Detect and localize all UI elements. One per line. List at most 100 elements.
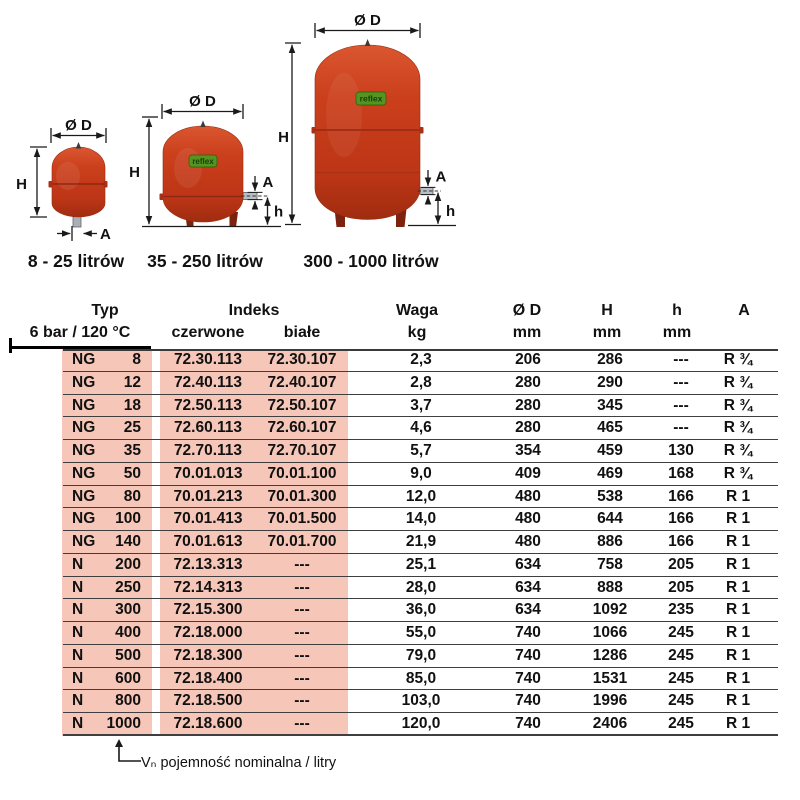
cell-height: 886 <box>597 533 623 550</box>
cell-diameter: 409 <box>515 464 541 482</box>
cell-clearance: 166 <box>668 510 694 528</box>
cell-clearance: 205 <box>668 578 694 596</box>
table-row: NG 35 72.70.113 72.70.107 5,7 354 459 130 R ¾ <box>63 440 778 463</box>
cell-diameter: 740 <box>515 669 541 687</box>
cell-typ-series: NG <box>72 464 96 482</box>
cell-typ-series: N <box>72 555 84 573</box>
cell-waga: 3,7 <box>410 396 432 414</box>
dim-label-connection-small: A <box>100 226 111 243</box>
cell-connection: R 1 <box>725 533 751 550</box>
dim-diameter-small: Ø D <box>50 117 107 143</box>
vessel-large-flange-right <box>419 127 424 134</box>
vessel-medium-leg-right <box>229 212 238 227</box>
cell-indeks-biale: 72.40.107 <box>267 373 337 391</box>
table-row: NG 8 72.30.113 72.30.107 2,3 206 286 --- R ¾ <box>63 349 778 372</box>
cell-typ-size: 200 <box>115 555 141 573</box>
cell-clearance: 205 <box>668 555 694 573</box>
cell-clearance: 166 <box>668 487 694 505</box>
col-header-clearance-unit: mm <box>662 324 692 341</box>
dim-label-connection-large: A <box>436 169 447 186</box>
vessel-large-logo-text: reflex <box>360 94 383 104</box>
cell-indeks-biale: --- <box>294 646 310 664</box>
vessel-large-logo <box>355 91 387 106</box>
vessel-large: reflex <box>311 39 434 227</box>
spec-table: Typ 6 bar / 120 °C Indeks czerwone białe… <box>0 300 800 740</box>
cell-typ-size: 250 <box>115 578 141 596</box>
cell-connection: R 1 <box>725 578 751 596</box>
vessel-medium-sheen <box>174 148 202 188</box>
cell-indeks-czerwone: 72.40.113 <box>173 373 243 391</box>
cell-indeks-czerwone: 70.01.613 <box>173 533 243 550</box>
col-header-indeks-red: czerwone <box>171 324 245 341</box>
col-header-diameter-unit: mm <box>512 324 542 341</box>
cell-waga: 14,0 <box>405 510 437 528</box>
cell-connection: R ¾ <box>723 396 753 414</box>
cell-indeks-biale: 70.01.300 <box>267 487 337 505</box>
dim-clearance-medium: h <box>264 197 283 225</box>
cell-typ-series: NG <box>72 487 96 505</box>
cell-indeks-czerwone: 72.15.300 <box>173 601 243 619</box>
cell-clearance: --- <box>673 419 689 437</box>
cell-diameter: 206 <box>515 351 541 368</box>
table-row: NG 100 70.01.413 70.01.500 14,0 480 644 166 R 1 <box>63 508 778 531</box>
table-row: NG 140 70.01.613 70.01.700 21,9 480 886 166 R 1 <box>63 531 778 554</box>
cell-height: 1092 <box>592 601 628 619</box>
caption-small-range: 8 - 25 litrów <box>28 251 125 271</box>
caption-large-range: 300 - 1000 litrów <box>303 251 439 271</box>
cell-connection: R 1 <box>725 510 751 528</box>
cell-indeks-czerwone: 72.18.400 <box>173 669 243 687</box>
cell-indeks-czerwone: 70.01.413 <box>173 510 243 528</box>
vessel-medium: reflex <box>159 120 258 227</box>
vessel-small <box>48 142 108 228</box>
dim-label-diameter-small: Ø D <box>65 117 92 134</box>
col-header-waga-unit: kg <box>407 324 427 341</box>
cell-waga: 25,1 <box>405 555 437 573</box>
vessel-medium-logo-text: reflex <box>192 157 214 166</box>
cell-typ-size: 18 <box>123 396 141 414</box>
col-header-typ: Typ <box>91 302 119 319</box>
cell-clearance: 245 <box>668 624 694 641</box>
cell-typ-series: NG <box>72 373 96 391</box>
cell-typ-size: 600 <box>115 669 141 687</box>
cell-waga: 21,9 <box>405 533 437 550</box>
cell-connection: R 1 <box>725 624 751 641</box>
cell-diameter: 634 <box>515 555 541 573</box>
dim-diameter-medium: Ø D <box>161 93 244 119</box>
cell-typ-series: N <box>72 578 84 596</box>
cell-clearance: 245 <box>668 715 694 732</box>
dim-label-height-medium: H <box>129 164 140 181</box>
cell-indeks-biale: 72.70.107 <box>267 442 337 459</box>
table-row: NG 18 72.50.113 72.50.107 3,7 280 345 --- R ¾ <box>63 395 778 418</box>
table-row: NG 12 72.40.113 72.40.107 2,8 280 290 --- R ¾ <box>63 372 778 395</box>
cell-indeks-czerwone: 70.01.213 <box>173 487 243 505</box>
cell-typ-series: NG <box>72 533 96 550</box>
table-row: N 200 72.13.313 --- 25,1 634 758 205 R 1 <box>63 554 778 577</box>
cell-connection: R ¾ <box>723 419 753 437</box>
dim-connection-medium: A <box>241 174 274 210</box>
vessel-diagrams: Ø D H A reflex Ø D <box>16 12 456 271</box>
dim-label-diameter-medium: Ø D <box>189 93 216 110</box>
cell-height: 465 <box>597 419 623 437</box>
col-header-typ-sub: 6 bar / 120 °C <box>29 324 131 341</box>
cell-typ-size: 800 <box>115 692 141 710</box>
cell-waga: 9,0 <box>410 464 432 482</box>
cell-height: 469 <box>597 464 623 482</box>
cell-diameter: 280 <box>515 373 541 391</box>
cell-indeks-biale: --- <box>294 692 310 710</box>
dim-label-connection-medium: A <box>263 174 274 191</box>
cell-diameter: 480 <box>515 533 541 550</box>
cell-indeks-biale: 72.50.107 <box>267 396 337 414</box>
cell-waga: 12,0 <box>405 487 437 505</box>
cell-typ-series: NG <box>72 510 96 528</box>
vessel-small-flange-right <box>103 181 108 188</box>
cell-typ-size: 400 <box>115 624 141 641</box>
cell-connection: R ¾ <box>723 373 753 391</box>
cell-waga: 55,0 <box>405 624 437 641</box>
cell-clearance: 130 <box>668 442 694 459</box>
cell-waga: 4,6 <box>410 419 432 437</box>
vessel-large-valve-icon <box>364 39 371 46</box>
cell-diameter: 634 <box>515 578 541 596</box>
cell-indeks-biale: --- <box>294 601 310 619</box>
cell-height: 644 <box>597 510 623 528</box>
